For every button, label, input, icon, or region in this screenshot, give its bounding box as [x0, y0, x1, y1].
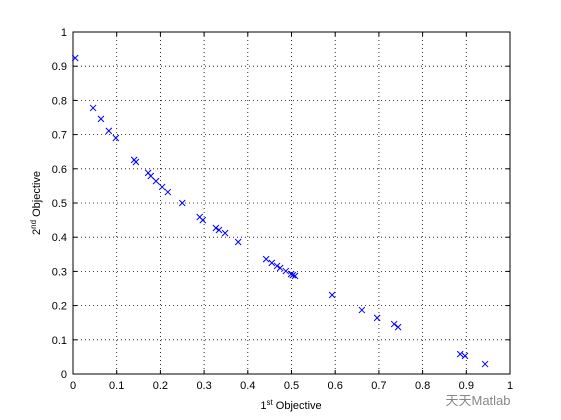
y-tick-label: 0.6 — [52, 164, 67, 176]
x-label-base: 1 — [260, 400, 266, 412]
x-tick-label: 0.8 — [415, 380, 430, 392]
point — [215, 226, 223, 234]
x-tick-label: 0 — [70, 380, 76, 392]
point — [358, 306, 366, 314]
y-tick-label: 0.7 — [52, 130, 67, 142]
point — [461, 352, 469, 360]
point — [394, 323, 402, 331]
point — [152, 177, 160, 185]
point — [147, 172, 155, 180]
x-label-rest: Objective — [273, 400, 322, 412]
point — [390, 320, 398, 328]
x-tick-label: 0.6 — [328, 380, 343, 392]
watermark: 天天Matlab — [445, 393, 510, 408]
point — [105, 127, 113, 135]
point — [481, 360, 489, 368]
plot-frame — [72, 31, 511, 375]
y-label-sup: nd — [29, 220, 38, 229]
x-tick-label: 0.4 — [240, 380, 255, 392]
y-tick-label: 0.9 — [52, 61, 67, 73]
y-label-rest: Objective — [31, 171, 43, 220]
point — [178, 199, 186, 207]
point — [268, 259, 276, 267]
x-tick-label: 0.2 — [153, 380, 168, 392]
point — [97, 115, 105, 123]
y-axis-label: 2nd Objective — [29, 171, 43, 235]
point — [132, 158, 140, 166]
point — [112, 134, 120, 142]
x-tick-label: 0.3 — [196, 380, 211, 392]
point — [199, 216, 207, 224]
point — [212, 224, 220, 232]
point — [89, 104, 97, 112]
point — [221, 229, 229, 237]
x-tick-label: 0.9 — [459, 380, 474, 392]
point — [234, 238, 242, 246]
y-tick-label: 0.3 — [52, 266, 67, 278]
point — [456, 350, 464, 358]
x-tick-label: 0.1 — [109, 380, 124, 392]
x-label-sup: st — [266, 398, 273, 407]
point — [158, 183, 166, 191]
point — [282, 267, 290, 275]
x-tick-label: 0.7 — [371, 380, 386, 392]
y-tick-label: 0.5 — [52, 198, 67, 210]
point — [164, 188, 172, 196]
point — [276, 264, 284, 272]
y-label-base: 2 — [31, 229, 43, 235]
point — [373, 314, 381, 322]
point — [289, 271, 297, 279]
y-tick-label: 0.4 — [52, 232, 67, 244]
point — [328, 291, 336, 299]
point — [262, 255, 270, 263]
point — [291, 272, 299, 280]
x-axis-label: 1st Objective — [260, 398, 321, 412]
point — [287, 270, 295, 278]
y-tick-label: 1 — [61, 27, 67, 39]
y-tick-label: 0.2 — [52, 301, 67, 313]
x-tick-label: 1 — [507, 380, 513, 392]
y-tick-label: 0 — [61, 369, 67, 381]
x-tick-label: 0.5 — [284, 380, 299, 392]
y-tick-label: 0.1 — [52, 335, 67, 347]
y-tick-label: 0.8 — [52, 95, 67, 107]
point — [71, 54, 79, 62]
point — [273, 262, 281, 270]
